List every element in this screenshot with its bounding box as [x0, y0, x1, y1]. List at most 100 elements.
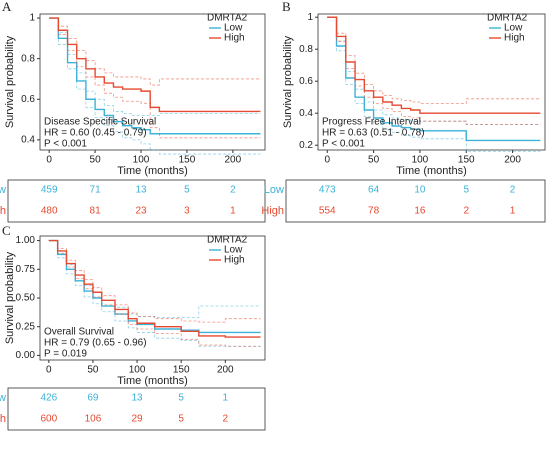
annotation: HR = 0.60 (0.45 - 0.79) — [44, 128, 147, 139]
x-tick-label: 200 — [225, 155, 242, 166]
risk-row-label: High — [261, 205, 284, 217]
annotation: P = 0.019 — [44, 349, 87, 360]
risk-count: 13 — [131, 393, 143, 404]
survival-curve — [49, 17, 261, 113]
legend-title: DMRTA2 — [207, 13, 248, 24]
panel-label: A — [2, 0, 12, 14]
survival-curve — [327, 16, 541, 114]
risk-row-label: Low — [0, 184, 6, 196]
annotation: Progress Free Interval — [322, 117, 421, 128]
confidence-band — [327, 16, 541, 152]
x-axis-label: Time (months) — [396, 165, 467, 177]
risk-count: 3 — [184, 206, 190, 217]
risk-count: 426 — [40, 393, 57, 404]
legend-label: Low — [224, 245, 243, 256]
x-tick-label: 100 — [129, 365, 146, 376]
legend-label: High — [224, 33, 245, 44]
risk-count: 1 — [510, 206, 516, 217]
x-axis-label: Time (months) — [117, 375, 188, 387]
annotation: Overall Survival — [44, 327, 114, 338]
y-axis-label: Survival probability — [4, 251, 16, 344]
risk-table-frame — [7, 179, 266, 223]
risk-count: 2 — [510, 185, 516, 196]
risk-count: 16 — [414, 206, 426, 217]
risk-table-frame — [285, 179, 546, 223]
risk-count: 5 — [178, 393, 184, 404]
annotation: P < 0.001 — [44, 139, 87, 150]
y-tick-label: 0.8 — [21, 53, 35, 64]
risk-count: 106 — [85, 414, 102, 425]
risk-count: 5 — [178, 414, 184, 425]
risk-count: 2 — [230, 185, 236, 196]
legend-label: Low — [504, 23, 523, 34]
risk-row-label: Low — [264, 184, 284, 196]
risk-count: 554 — [319, 206, 336, 217]
legend-title: DMRTA2 — [207, 235, 248, 246]
panel-label: B — [282, 0, 291, 14]
y-tick-label: 1 — [307, 12, 313, 23]
legend-label: Low — [224, 23, 243, 34]
y-tick-label: 1.00 — [16, 235, 36, 246]
y-axis-label: Survival probability — [4, 35, 16, 128]
y-tick-label: 0.6 — [299, 76, 313, 87]
x-axis-label: Time (months) — [117, 165, 188, 177]
survival-curve — [49, 17, 261, 135]
x-tick-label: 0 — [46, 155, 52, 166]
x-tick-label: 100 — [412, 155, 429, 166]
y-tick-label: 0.75 — [16, 264, 36, 275]
x-tick-label: 150 — [458, 155, 475, 166]
confidence-band — [49, 17, 261, 155]
risk-count: 473 — [319, 185, 336, 196]
risk-row-label: High — [0, 413, 6, 425]
risk-count: 10 — [414, 185, 426, 196]
x-tick-label: 50 — [90, 155, 102, 166]
risk-row-label: High — [0, 205, 6, 217]
plot-frame — [317, 13, 546, 151]
panel-label: C — [2, 223, 11, 238]
risk-count: 5 — [184, 185, 190, 196]
x-tick-label: 100 — [133, 155, 150, 166]
risk-count: 69 — [87, 393, 99, 404]
survival-curve — [48, 239, 261, 338]
y-tick-label: 0.50 — [16, 293, 36, 304]
risk-count: 81 — [90, 206, 102, 217]
risk-count: 459 — [41, 185, 58, 196]
y-tick-label: 0.00 — [16, 350, 36, 361]
annotation: Disease Specific Survival — [44, 117, 156, 128]
risk-count: 600 — [40, 414, 57, 425]
annotation: HR = 0.63 (0.51 - 0.78) — [322, 128, 425, 139]
survival-curve — [327, 16, 541, 142]
risk-count: 1 — [230, 206, 236, 217]
y-axis-label: Survival probability — [282, 35, 294, 128]
risk-count: 23 — [135, 206, 147, 217]
confidence-band — [327, 16, 541, 125]
annotation: P < 0.001 — [322, 139, 365, 150]
risk-count: 5 — [463, 185, 469, 196]
risk-count: 71 — [90, 185, 102, 196]
y-tick-label: 0.6 — [21, 94, 35, 105]
x-tick-label: 150 — [179, 155, 196, 166]
x-tick-label: 200 — [504, 155, 521, 166]
x-tick-label: 50 — [368, 155, 380, 166]
x-tick-label: 150 — [173, 365, 190, 376]
x-tick-label: 0 — [46, 365, 52, 376]
legend-label: High — [504, 33, 525, 44]
risk-row-label: Low — [0, 392, 6, 404]
x-tick-label: 0 — [324, 155, 330, 166]
risk-count: 29 — [131, 414, 143, 425]
annotation: HR = 0.79 (0.65 - 0.96) — [44, 338, 147, 349]
y-tick-label: 0.4 — [21, 134, 35, 145]
risk-count: 480 — [41, 206, 58, 217]
risk-count: 78 — [368, 206, 380, 217]
risk-count: 2 — [223, 414, 229, 425]
y-tick-label: 0.2 — [299, 140, 313, 151]
risk-count: 13 — [135, 185, 147, 196]
x-tick-label: 200 — [217, 365, 234, 376]
y-tick-label: 1 — [29, 13, 35, 24]
risk-table-frame — [7, 387, 266, 431]
risk-count: 2 — [463, 206, 469, 217]
legend-title: DMRTA2 — [487, 13, 528, 24]
x-tick-label: 50 — [87, 365, 99, 376]
y-tick-label: 0.25 — [16, 321, 36, 332]
